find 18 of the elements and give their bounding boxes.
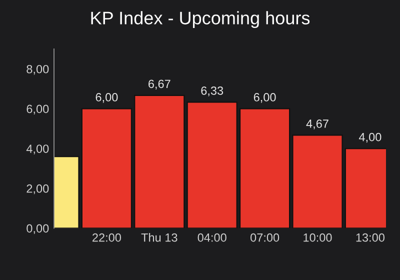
data-label: 6,67: [148, 80, 170, 90]
y-tick-label: 6,00: [26, 104, 49, 115]
y-tick-label: 8,00: [26, 64, 49, 75]
x-tick-label: 04:00: [198, 233, 226, 242]
x-tick-label: Thu 13: [141, 233, 178, 242]
data-label: 6,00: [254, 93, 276, 103]
chart-title: KP Index - Upcoming hours: [91, 11, 310, 28]
data-label: 4,67: [306, 120, 328, 130]
y-tick-label: 2,00: [26, 184, 49, 194]
x-tick-label: 07:00: [250, 233, 280, 242]
x-tick-label: 22:00: [92, 233, 122, 242]
data-label: 6,00: [96, 93, 118, 103]
y-tick-label: 0,00: [26, 224, 49, 234]
data-label: 4,00: [358, 132, 382, 143]
y-tick-label: 4,00: [26, 144, 49, 154]
x-tick-label: 10:00: [304, 233, 332, 242]
x-tick-label: 13:00: [356, 233, 384, 242]
data-label: 6,33: [201, 86, 224, 96]
